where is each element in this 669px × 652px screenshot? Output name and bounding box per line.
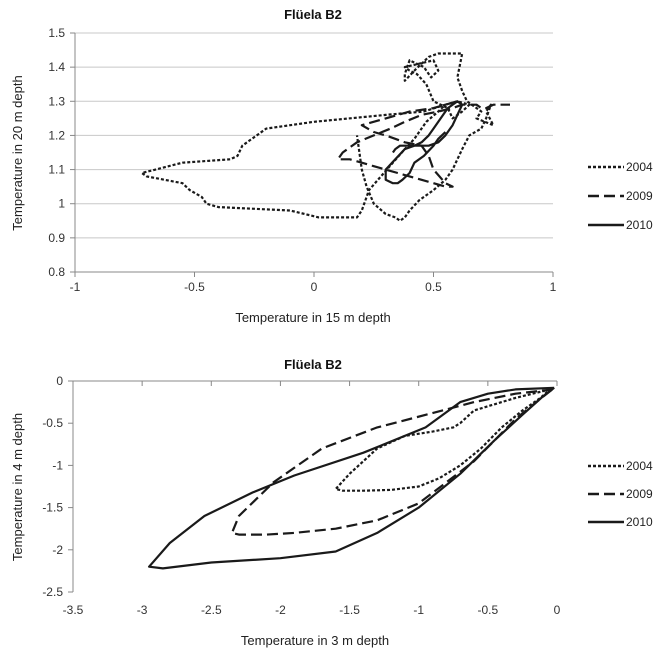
chart-2-plot: -3.5 -3 -2.5 -2 -1.5 -1 -0.5 0 -2.5 -2 -1.5 -1 -0.5 0 [42,374,560,617]
chart-2-x-tick-label: -2 [275,603,286,617]
chart-2-xlabel: Temperature in 3 m depth [241,633,389,648]
chart-1-y-tick-label: 0.9 [48,231,65,245]
chart-2-series-2004-line [334,388,551,492]
chart-1-y-tick-label: 1.5 [48,26,65,40]
chart-1-x-tick-label: 0.5 [425,280,442,294]
chart-2-y-tick-label: -0.5 [42,416,63,430]
chart-2-x-tick-label: -3 [137,603,148,617]
chart-2-x-tick-label: -3.5 [63,603,84,617]
chart-2-title: Flüela B2 [284,357,342,372]
chart-1-legend: 2004 2009 2010 [588,160,653,232]
chart-1-x-tick-label: -1 [70,280,81,294]
chart-1-y-tick-label: 0.8 [48,265,65,279]
chart-2-legend: 2004 2009 2010 [588,459,653,529]
chart-2-x-tick-label: -1 [413,603,424,617]
chart-2-y-tick-label: 0 [56,374,63,388]
chart-2-y-tick-label: -2.5 [42,585,63,599]
chart-1-y-tick-label: 1.1 [48,163,65,177]
chart-2-x-tick-label: -0.5 [478,603,499,617]
chart-1-legend-label-2009: 2009 [626,189,653,203]
chart-2-legend-label-2004: 2004 [626,459,653,473]
chart-2-y-tick-label: -1.5 [42,501,63,515]
chart-1-series-2010-line [384,100,464,185]
chart-2: Flüela B2 Temperature in 3 m depth Tempe… [10,357,389,648]
chart-2-legend-label-2010: 2010 [626,515,653,529]
chart-1-legend-label-2004: 2004 [626,160,653,174]
chart-1-xlabel: Temperature in 15 m depth [235,310,390,325]
chart-1-x-tick-label: -0.5 [184,280,205,294]
chart-2-x-tick-label: -2.5 [201,603,222,617]
chart-1-y-tick-label: 1 [58,197,65,211]
chart-1-y-tick-label: 1.3 [48,94,65,108]
chart-1-title: Flüela B2 [284,7,342,22]
chart-2-series-2009-line [230,388,554,536]
chart-1-plot: -1 -0.5 0 0.5 1 0.8 0.9 1 1.1 1.2 1.3 1.4 1.5 [48,26,556,294]
chart-1-y-tick-label: 1.2 [48,128,65,142]
chart-2-y-tick-label: -1 [52,458,63,472]
chart-2-x-tick-label: 0 [554,603,561,617]
chart-1-x-tick-label: 1 [550,280,557,294]
chart-2-y-tick-label: -2 [52,543,63,557]
chart-1-series-2004-line [140,52,495,222]
chart-1-y-tick-label: 1.4 [48,60,65,74]
chart-1-x-tick-label: 0 [311,280,318,294]
chart-1-series-2009-line [336,100,510,188]
chart-2-ylabel: Temperature in 4 m depth [10,413,25,561]
chart-1: Flüela B2 Temperature in 15 m depth Temp… [10,7,391,325]
chart-2-series-2010-line [148,386,555,570]
chart-1-legend-label-2010: 2010 [626,218,653,232]
chart-2-x-tick-label: -1.5 [339,603,360,617]
chart-2-legend-label-2009: 2009 [626,487,653,501]
chart-1-ylabel: Temperature in 20 m depth [10,75,25,230]
